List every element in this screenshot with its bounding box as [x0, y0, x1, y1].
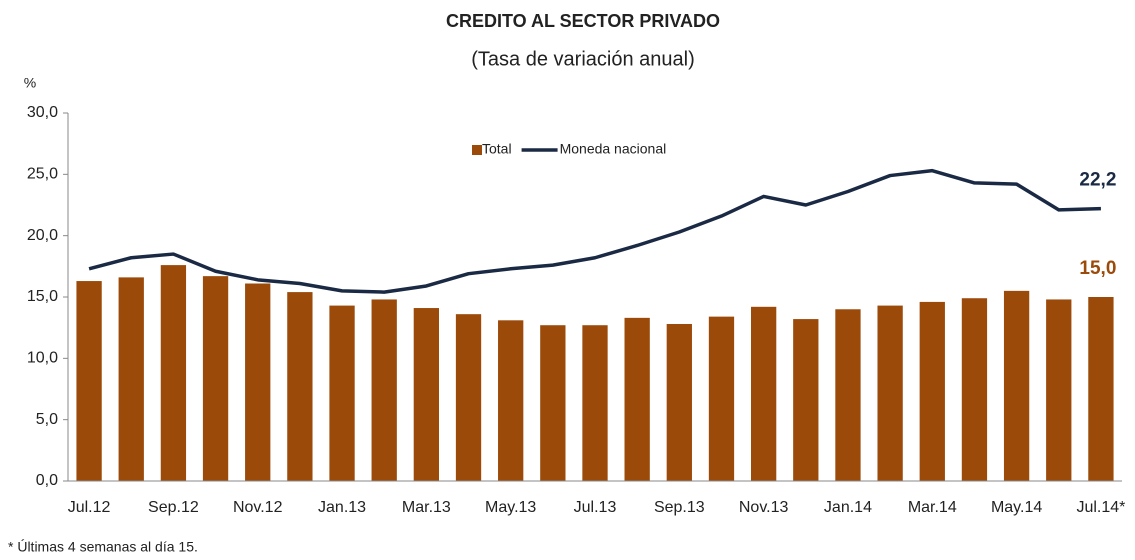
x-tick-label: Mar.13: [402, 499, 451, 516]
bar: [202, 276, 229, 481]
x-tick-label: Nov.13: [739, 499, 789, 516]
x-tick-label: May.13: [485, 499, 536, 516]
bar: [877, 305, 903, 481]
bar: [1046, 299, 1072, 481]
legend-label: Total: [482, 141, 512, 157]
bar: [118, 277, 144, 481]
y-axis-label: %: [24, 75, 36, 91]
legend-label: Moneda nacional: [560, 141, 667, 157]
value-label: 22,2: [1079, 170, 1116, 191]
bar: [540, 325, 566, 481]
x-tick-label: Sep.12: [148, 499, 199, 516]
legend-swatch: [472, 145, 482, 155]
x-tick-label: Nov.12: [233, 499, 283, 516]
y-tick-label: 10,0: [27, 350, 58, 367]
chart-subtitle: (Tasa de variación anual): [471, 48, 694, 70]
bar: [329, 305, 355, 481]
bar: [582, 325, 608, 481]
bar: [413, 308, 440, 481]
footnote: * Últimas 4 semanas al día 15.: [8, 539, 198, 555]
bar: [498, 320, 524, 481]
y-tick-label: 20,0: [27, 227, 58, 244]
x-tick-label: Jul.12: [68, 499, 111, 516]
x-tick-label: Jan.13: [318, 499, 366, 516]
x-tick-label: Jan.14: [824, 499, 872, 516]
bar: [1088, 297, 1114, 481]
bar: [160, 265, 187, 481]
bar: [708, 316, 735, 481]
bar: [624, 317, 650, 481]
x-tick-label: Mar.14: [908, 499, 957, 516]
line: [88, 168, 1101, 294]
y-tick-label: 25,0: [27, 166, 58, 183]
bar: [666, 323, 692, 481]
x-tick-label: May.14: [991, 499, 1042, 516]
value-label: 15,0: [1079, 258, 1116, 279]
y-tick-label: 0,0: [36, 472, 58, 489]
bar: [455, 314, 482, 481]
bar: [961, 298, 988, 481]
bar: [919, 301, 945, 481]
chart-title: CREDITO AL SECTOR PRIVADO: [446, 11, 720, 31]
bar: [76, 281, 102, 481]
bar: [245, 283, 271, 481]
bar: [287, 292, 313, 481]
y-tick-label: 5,0: [36, 411, 58, 428]
y-tick-label: 15,0: [27, 288, 58, 305]
bar: [750, 306, 777, 481]
x-tick-label: Sep.13: [654, 499, 705, 516]
bar: [1003, 290, 1030, 481]
y-tick-label: 30,0: [27, 104, 58, 121]
x-tick-label: Jul.14*: [1076, 499, 1125, 516]
bar: [835, 309, 861, 481]
bar: [371, 299, 397, 481]
x-tick-label: Jul.13: [574, 499, 617, 516]
bar: [793, 319, 819, 481]
